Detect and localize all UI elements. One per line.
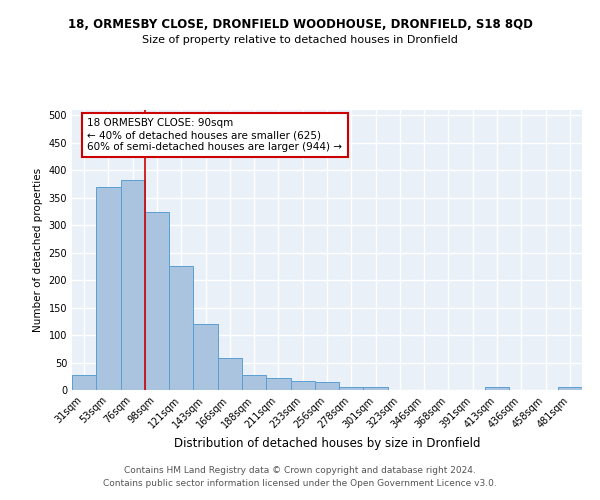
Bar (315, 382, 339, 390)
Bar (339, 388, 364, 390)
Bar (72, 374, 96, 390)
Text: 18, ORMESBY CLOSE, DRONFIELD WOODHOUSE, DRONFIELD, S18 8QD: 18, ORMESBY CLOSE, DRONFIELD WOODHOUSE, … (68, 18, 532, 30)
Text: Size of property relative to detached houses in Dronfield: Size of property relative to detached ho… (142, 35, 458, 45)
Bar (266, 378, 290, 390)
Bar (242, 374, 266, 390)
Bar (218, 358, 242, 390)
Bar (290, 380, 315, 390)
X-axis label: Distribution of detached houses by size in Dronfield: Distribution of detached houses by size … (174, 436, 480, 450)
Bar (121, 180, 145, 390)
Text: 18 ORMESBY CLOSE: 90sqm
← 40% of detached houses are smaller (625)
60% of semi-d: 18 ORMESBY CLOSE: 90sqm ← 40% of detache… (88, 118, 342, 152)
Bar (364, 388, 388, 390)
Y-axis label: Number of detached properties: Number of detached properties (33, 168, 43, 332)
Text: Contains HM Land Registry data © Crown copyright and database right 2024.
Contai: Contains HM Land Registry data © Crown c… (103, 466, 497, 487)
Bar (193, 324, 218, 390)
Bar (96, 187, 121, 390)
Bar (558, 388, 582, 390)
Bar (485, 388, 509, 390)
Bar (169, 266, 193, 390)
Bar (145, 212, 169, 390)
